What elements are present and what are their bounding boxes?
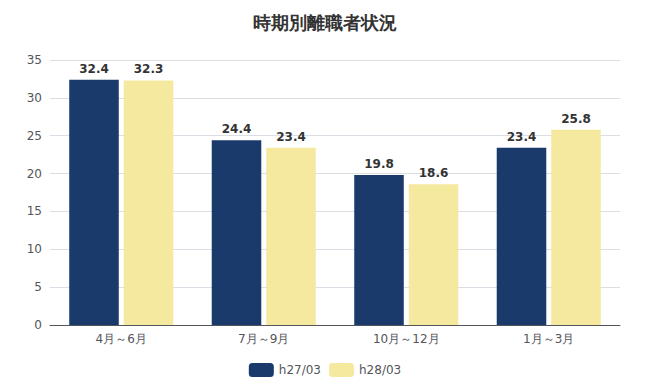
svg-text:32.4: 32.4 — [79, 62, 109, 76]
svg-text:1月～3月: 1月～3月 — [523, 332, 574, 346]
svg-text:10月～12月: 10月～12月 — [373, 332, 440, 346]
svg-text:23.4: 23.4 — [507, 130, 537, 144]
svg-text:7月～9月: 7月～9月 — [238, 332, 289, 346]
svg-text:h27/03: h27/03 — [279, 363, 321, 377]
svg-text:10: 10 — [27, 242, 42, 256]
svg-text:25: 25 — [27, 129, 42, 143]
svg-text:19.8: 19.8 — [364, 157, 394, 171]
svg-text:15: 15 — [27, 204, 42, 218]
svg-text:時期別離職者状況: 時期別離職者状況 — [253, 12, 397, 33]
svg-text:4月～6月: 4月～6月 — [96, 332, 147, 346]
svg-text:24.4: 24.4 — [222, 122, 252, 136]
svg-text:23.4: 23.4 — [276, 130, 306, 144]
svg-text:30: 30 — [27, 91, 42, 105]
svg-text:20: 20 — [27, 167, 42, 181]
svg-text:25.8: 25.8 — [561, 112, 591, 126]
svg-text:35: 35 — [27, 53, 42, 67]
svg-text:5: 5 — [34, 280, 42, 294]
svg-text:32.3: 32.3 — [134, 62, 164, 76]
svg-text:h28/03: h28/03 — [359, 363, 401, 377]
svg-text:18.6: 18.6 — [419, 166, 449, 180]
svg-text:0: 0 — [34, 318, 42, 332]
